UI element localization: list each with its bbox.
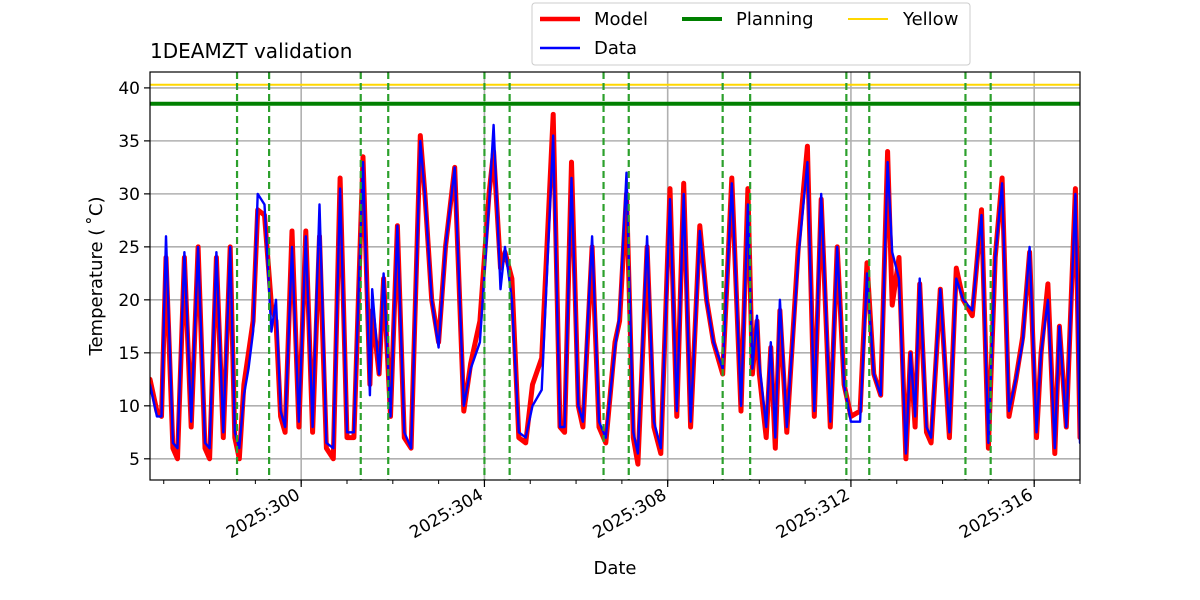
series-line-data <box>150 123 1080 455</box>
y-axis-label: Temperature ( ˚C) <box>86 197 107 357</box>
y-tick-label: 25 <box>118 238 140 258</box>
series-layer <box>150 72 1080 480</box>
legend-label-model: Model <box>594 9 648 30</box>
plot-frame <box>149 71 1081 481</box>
y-tick-label: 20 <box>118 291 140 311</box>
x-tick-label: 2025:316 <box>956 485 1037 543</box>
legend: Model Data Planning Yellow <box>531 2 971 66</box>
x-tick-label: 2025:304 <box>406 485 487 543</box>
x-tick-label: 2025:312 <box>773 485 854 543</box>
chart-title: 1DEAMZT validation <box>150 39 352 63</box>
legend-label-planning: Planning <box>736 9 814 30</box>
y-tick-label: 15 <box>118 344 140 364</box>
legend-label-yellow: Yellow <box>902 9 958 30</box>
y-tick-label: 40 <box>118 79 140 99</box>
x-tick-label: 2025:300 <box>223 485 304 543</box>
y-tick-label: 10 <box>118 397 140 417</box>
y-tick-label: 35 <box>118 132 140 152</box>
x-tick-label: 2025:308 <box>590 485 671 543</box>
y-tick-label: 5 <box>129 450 140 470</box>
y-tick-label: 30 <box>118 185 140 205</box>
x-axis-label: Date <box>593 558 636 579</box>
legend-label-data: Data <box>594 38 637 59</box>
